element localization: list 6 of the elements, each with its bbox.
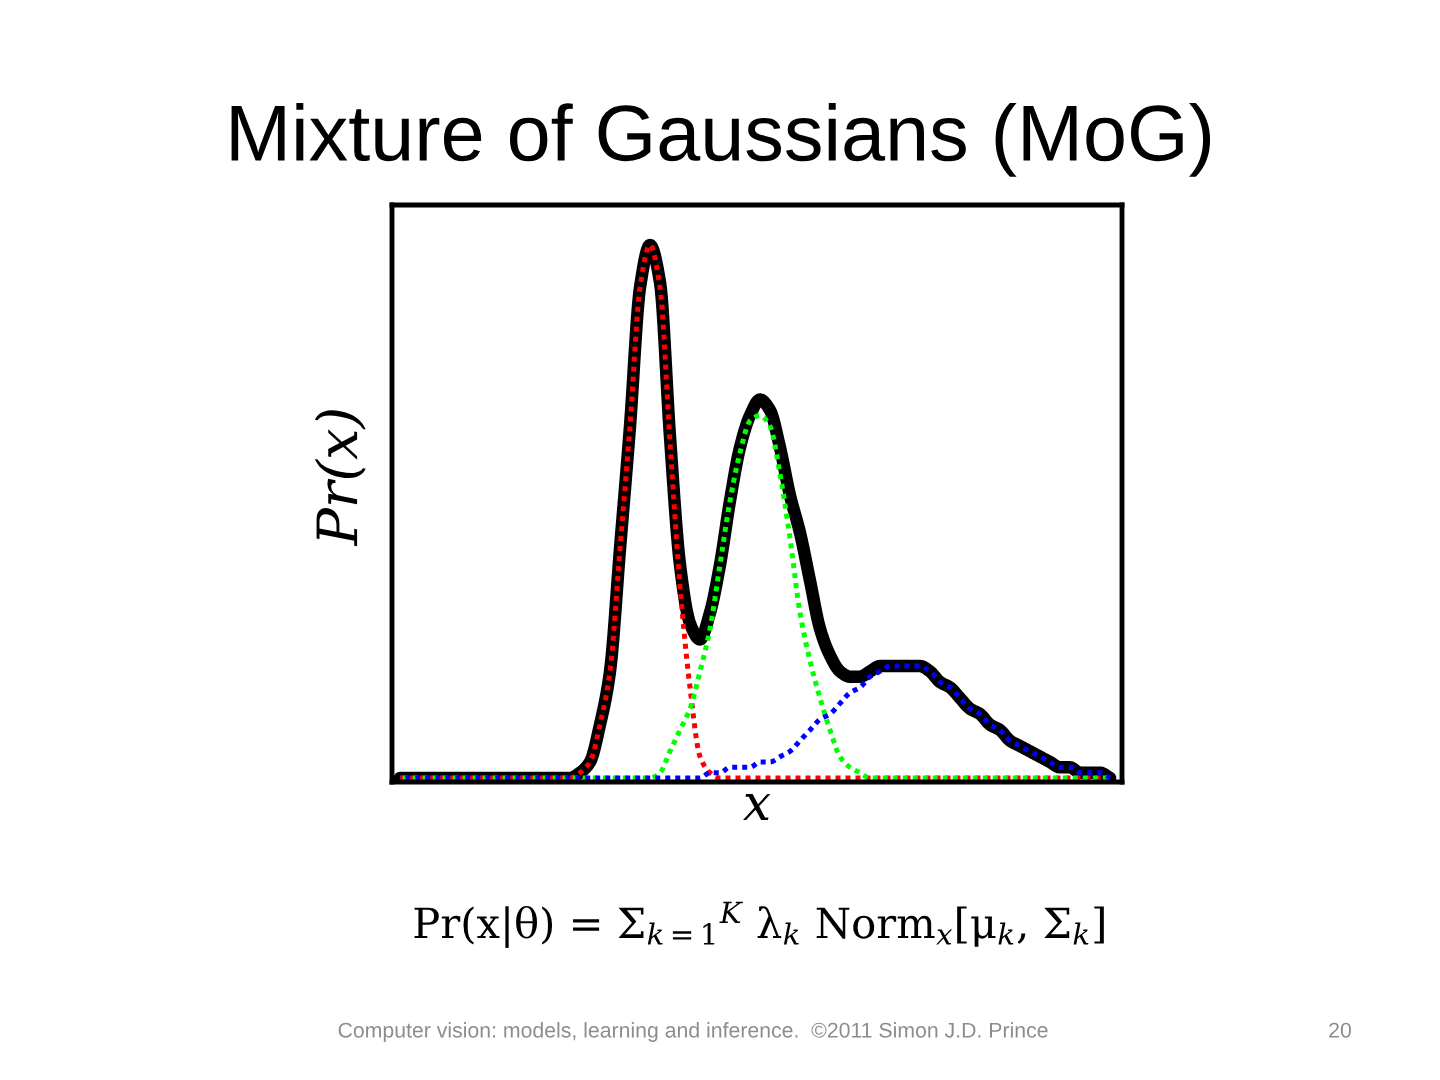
text: 20 xyxy=(1329,1022,1351,1038)
text: Pr(x|θ) = Σ$_{k=1}$$^{K}$ λ$_{k}$ Norm$_{x}$[μ$_{k}$, Σ$_{k}$] xyxy=(414,901,1104,948)
x-axis-title: x xyxy=(743,794,771,820)
text: Computer vision: models, learning and inference. ©2011 Simon J.D. Prince xyxy=(338,1022,1048,1042)
chart-title: Mixture of Gaussians (MoG) xyxy=(231,103,1211,177)
y-axis-title: Pr(x) xyxy=(314,410,366,547)
